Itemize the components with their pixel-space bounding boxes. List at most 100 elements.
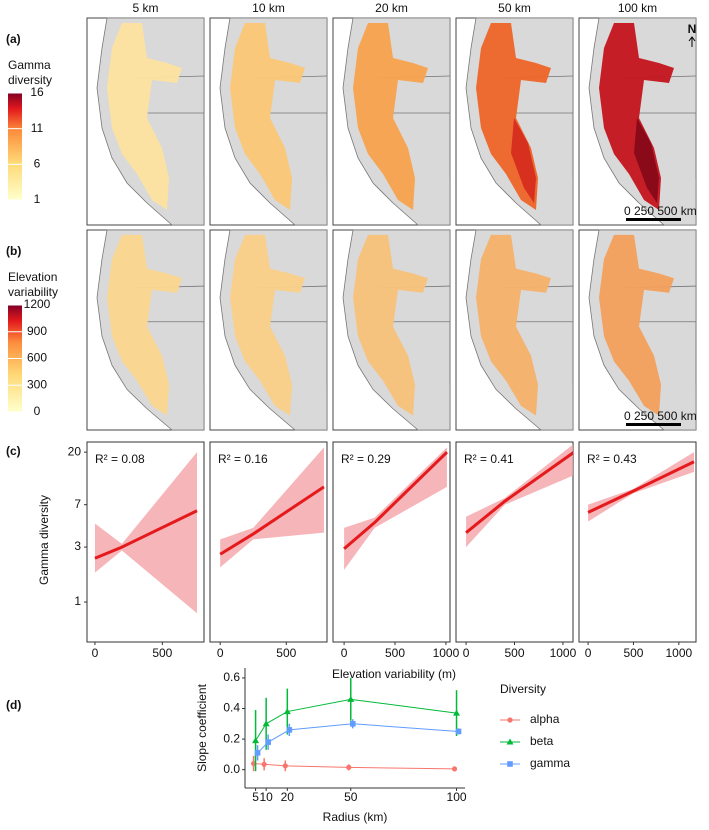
map-heat: [353, 234, 428, 416]
confidence-band: [94, 452, 197, 614]
point: [453, 709, 461, 716]
x-tick-label: 1000: [550, 646, 577, 660]
fit-line: [343, 451, 448, 550]
point: [265, 739, 271, 745]
y-tick-label: 3: [74, 539, 81, 553]
scale-bar-label: 0 250 500 km: [624, 204, 697, 218]
x-tick-label: 500: [504, 646, 524, 660]
point: [507, 761, 513, 767]
colorbar-tick-label: 6: [34, 157, 41, 171]
r2-annotation: R² = 0.16: [218, 452, 268, 466]
x-tick-label: 1000: [433, 646, 460, 660]
x-tick-label: 0: [463, 646, 470, 660]
north-arrow: [688, 36, 696, 47]
point: [507, 717, 513, 723]
state-border: [270, 112, 328, 178]
point: [346, 764, 352, 770]
colorbar: [8, 93, 22, 200]
point: [455, 728, 462, 735]
legend-label: beta: [530, 734, 554, 748]
state-border: [639, 112, 697, 178]
legend-label: gamma: [530, 756, 570, 770]
x-tick-label: 500: [623, 646, 643, 660]
colorbar-tick-label: 900: [27, 324, 47, 338]
north-label: N: [688, 22, 697, 36]
plot-area: [343, 447, 448, 570]
plot-area: [94, 452, 198, 614]
legend-title: Diversity: [500, 682, 546, 696]
series-line: [255, 698, 457, 741]
x-tick-label: 1000: [665, 646, 692, 660]
legend-title: diversity: [8, 73, 52, 87]
state-border: [147, 112, 205, 178]
column-header: 20 km: [375, 1, 408, 15]
panel-label: (b): [6, 244, 21, 258]
legend-title: variability: [8, 285, 58, 299]
colorbar-tick-label: 600: [27, 351, 47, 365]
scale-bar: [626, 218, 681, 221]
x-tick-label: 0: [217, 646, 224, 660]
state-border: [639, 321, 697, 385]
column-header: 10 km: [252, 1, 285, 15]
colorbar-tick-label: 1200: [24, 297, 51, 311]
x-tick-label: 20: [281, 790, 295, 804]
point: [506, 738, 514, 745]
state-border: [516, 321, 574, 385]
legend-label: alpha: [530, 712, 560, 726]
map-hotspot: [511, 118, 536, 203]
map-hotspot: [634, 118, 659, 203]
plot-area: [587, 452, 695, 522]
point: [254, 750, 261, 756]
point: [451, 766, 458, 772]
state-border: [147, 321, 205, 385]
x-tick-label: 500: [276, 646, 296, 660]
r2-annotation: R² = 0.08: [95, 452, 145, 466]
colorbar-tick-label: 11: [31, 121, 44, 135]
x-tick-label: 0: [585, 646, 592, 660]
state-border: [393, 112, 451, 178]
x-tick-label: 0: [92, 646, 99, 660]
point: [349, 720, 356, 727]
point: [252, 737, 260, 744]
column-header: 100 km: [618, 1, 657, 15]
y-axis-title: Gamma diversity: [37, 495, 51, 585]
point: [286, 727, 293, 733]
colorbar-tick-label: 0: [34, 404, 41, 418]
x-axis-title: Elevation variability (m): [332, 667, 456, 681]
state-border: [270, 321, 328, 385]
y-tick-label: 1: [74, 594, 81, 608]
r2-annotation: R² = 0.29: [341, 452, 391, 466]
fit-line: [587, 460, 695, 514]
colorbar-tick-label: 16: [30, 85, 44, 99]
x-axis-title: Radius (km): [323, 810, 388, 824]
scale-bar: [626, 423, 681, 426]
fit-line: [94, 509, 198, 560]
column-header: 5 km: [132, 1, 158, 15]
y-tick-label: 0.4: [223, 701, 240, 715]
point: [261, 761, 267, 767]
x-tick-label: 500: [385, 646, 405, 660]
r2-annotation: R² = 0.41: [464, 452, 514, 466]
point: [283, 708, 291, 715]
x-tick-label: 100: [447, 790, 467, 804]
map-heat: [230, 234, 305, 416]
map-heat: [599, 234, 674, 416]
map-heat: [107, 234, 182, 416]
state-border: [393, 321, 451, 385]
colorbar-tick-label: 1: [34, 192, 41, 206]
y-tick-label: 0.6: [223, 670, 240, 684]
x-tick-label: 500: [152, 646, 172, 660]
x-tick-label: 50: [344, 790, 358, 804]
map-heat: [353, 23, 428, 210]
state-border: [516, 112, 574, 178]
scale-bar-label: 0 250 500 km: [624, 409, 697, 423]
legend-title: Gamma: [8, 58, 51, 72]
panel-label: (c): [6, 444, 21, 458]
y-tick-label: 7: [74, 497, 81, 511]
colorbar-tick-label: 300: [27, 377, 47, 391]
fit-line: [219, 485, 325, 556]
y-tick-label: 20: [68, 444, 82, 458]
map-heat: [107, 23, 182, 210]
map-heat: [230, 23, 305, 210]
